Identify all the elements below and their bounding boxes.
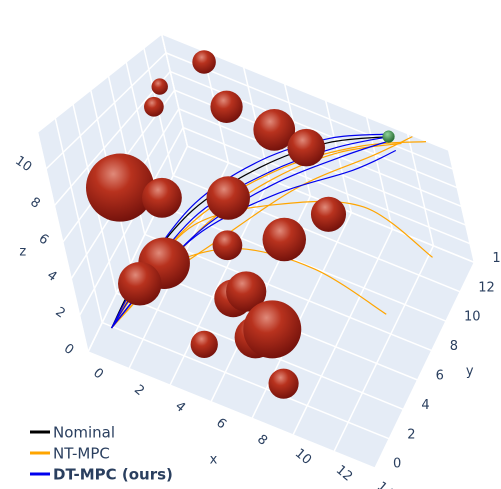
- legend-label: Nominal: [53, 424, 115, 442]
- grid-line: [101, 321, 390, 440]
- z-tick-label: 8: [27, 195, 42, 212]
- obstacle: [212, 230, 243, 261]
- grid-line: [169, 179, 271, 386]
- obstacle: [190, 330, 218, 359]
- y-tick-label: 4: [421, 398, 429, 413]
- plot-area: [86, 50, 433, 399]
- x-tick-label: 10: [292, 446, 314, 468]
- grid-line: [169, 70, 458, 189]
- obstacle: [310, 196, 347, 232]
- grid-line: [144, 233, 433, 352]
- x-axis-title: x: [210, 453, 218, 468]
- grid-line: [53, 71, 171, 207]
- grid-line: [165, 52, 454, 170]
- grid-line: [178, 108, 467, 226]
- obstacle: [151, 78, 168, 95]
- obstacle: [210, 90, 243, 123]
- obstacle: [144, 96, 164, 117]
- obstacle: [287, 128, 326, 167]
- z-tick-label: 4: [44, 268, 59, 285]
- y-tick-label: 2: [407, 427, 415, 442]
- y-tick-label: 8: [450, 339, 458, 354]
- grid-line: [87, 351, 376, 469]
- grid-line: [78, 127, 184, 316]
- x-tick-label: 12: [333, 463, 355, 485]
- grid-line: [292, 228, 394, 436]
- y-axis-title: y: [466, 364, 474, 379]
- grid-line: [182, 126, 471, 245]
- obstacle: [268, 368, 299, 399]
- scene-box: [36, 33, 476, 469]
- obstacle: [253, 108, 296, 151]
- obstacle: [262, 217, 307, 262]
- y-tick-label: 14: [492, 251, 501, 266]
- obstacle: [243, 300, 302, 359]
- obstacle: [118, 262, 162, 306]
- z-tick-label: 10: [12, 153, 34, 175]
- obstacle: [142, 177, 182, 218]
- legend: Nominal NT-MPC DT-MPC (ours): [30, 424, 173, 484]
- y-tick-label: 6: [436, 369, 444, 384]
- z-tick-label: 6: [36, 231, 51, 248]
- obstacle: [192, 50, 216, 74]
- z-tick-label: 2: [53, 305, 68, 322]
- x-tick-label: 8: [254, 432, 270, 449]
- legend-label: DT-MPC (ours): [53, 466, 173, 484]
- z-axis-title: z: [19, 245, 26, 260]
- legend-label: NT-MPC: [53, 445, 110, 463]
- x-tick-label: 6: [213, 415, 229, 432]
- z-tick-label: 0: [61, 341, 76, 358]
- y-tick-label: 10: [464, 310, 481, 325]
- obstacle: [206, 176, 250, 220]
- obstacle: [86, 153, 155, 222]
- goal: [382, 130, 395, 143]
- x-tick-label: 2: [131, 382, 147, 399]
- x-tick-label: 14: [374, 479, 396, 489]
- y-tick-label: 12: [478, 280, 495, 295]
- grid-line: [333, 245, 435, 452]
- grid-line: [374, 262, 476, 469]
- grid-line: [45, 52, 167, 170]
- obstacle: [226, 271, 267, 312]
- x-tick-label: 0: [90, 366, 106, 383]
- y-tick-label: 0: [393, 457, 401, 472]
- x-tick-label: 4: [172, 399, 188, 416]
